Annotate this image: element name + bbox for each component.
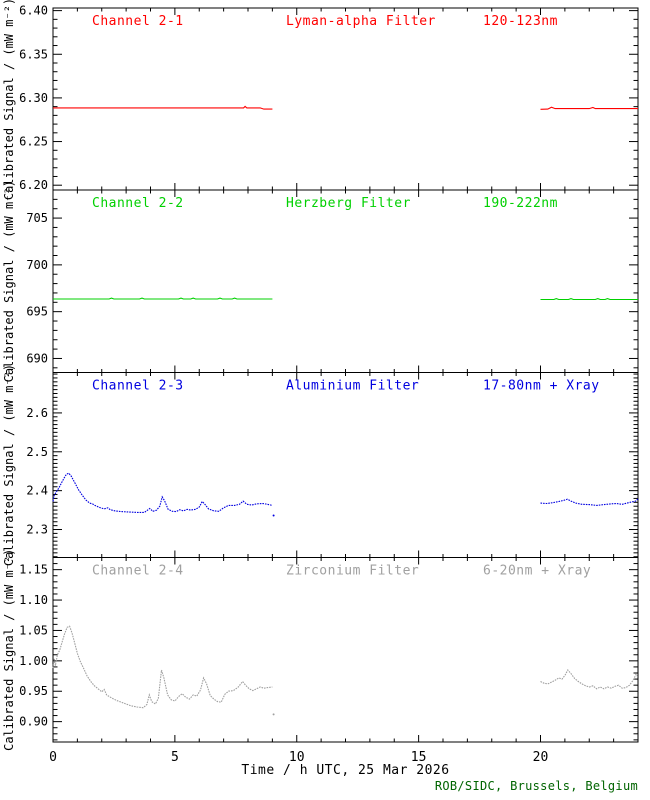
data-series-segment	[540, 498, 639, 506]
range-title: 190-222nm	[483, 196, 558, 211]
data-series-segment	[540, 106, 638, 110]
data-series-segment	[52, 472, 273, 513]
y-tick-label: 6.30	[19, 91, 48, 105]
y-tick-label: 1.05	[19, 623, 48, 637]
y-tick-label: 6.35	[19, 47, 48, 61]
channel-title: Channel 2-1	[92, 14, 184, 29]
y-tick-label: 1.00	[19, 654, 48, 668]
range-title: 17-80nm + Xray	[483, 379, 600, 394]
panel-frame	[52, 557, 639, 743]
data-series-segment	[540, 669, 639, 690]
panel-frame	[52, 189, 639, 373]
y-tick-label: 695	[26, 305, 48, 319]
y-tick-label: 6.40	[19, 4, 48, 18]
y-tick-label: 0.90	[19, 715, 48, 729]
y-tick-label: 700	[26, 258, 48, 272]
filter-title: Lyman-alpha Filter	[286, 14, 436, 29]
y-tick-label: 2.5	[26, 445, 48, 459]
x-tick-label: 0	[49, 750, 57, 765]
outlier-point	[272, 514, 275, 517]
y-axis-label: Calibrated Signal / (mW m⁻²)	[2, 549, 16, 751]
credit-footer: ROB/SIDC, Brussels, Belgium	[434, 779, 638, 793]
channel-title: Channel 2-4	[92, 564, 184, 579]
y-axis-label: Calibrated Signal / (mW m⁻²)	[2, 180, 16, 382]
y-axis-label: Calibrated Signal / (mW m⁻²)	[2, 364, 16, 566]
filter-title: Zirconium Filter	[286, 564, 419, 579]
channel-title: Channel 2-3	[92, 379, 184, 394]
y-tick-label: 6.20	[19, 178, 48, 192]
data-series-segment	[53, 297, 273, 300]
y-tick-label: 2.6	[26, 406, 48, 420]
outlier-point	[272, 713, 275, 716]
x-tick-label: 5	[171, 750, 179, 765]
filter-title: Aluminium Filter	[286, 379, 419, 394]
y-tick-label: 1.10	[19, 593, 48, 607]
y-tick-label: 6.25	[19, 135, 48, 149]
x-tick-label: 15	[411, 750, 427, 765]
filter-title: Herzberg Filter	[286, 196, 411, 211]
data-series-segment	[540, 298, 638, 301]
data-series-segment	[52, 625, 273, 709]
x-tick-label: 10	[289, 750, 305, 765]
y-axis-label: Calibrated Signal / (mW m⁻²)	[2, 0, 16, 200]
panel-3: 2.3 2.4 2.5 2.6 Calibrated Signal / (mW m⁻²)…	[2, 364, 639, 566]
panel-frame	[52, 7, 639, 191]
x-axis-label: Time / h UTC, 25 Mar 2026	[241, 763, 450, 778]
range-title: 120-123nm	[483, 14, 558, 29]
y-tick-label: 705	[26, 211, 48, 225]
y-tick-label: 1.15	[19, 563, 48, 577]
range-title: 6-20nm + Xray	[483, 564, 591, 579]
x-tick-label: 20	[533, 750, 549, 765]
panel-2: 690 695 700 705 Calibrated Signal / (mW m⁻²)…	[2, 180, 639, 382]
y-tick-label: 0.95	[19, 684, 48, 698]
y-tick-label: 690	[26, 351, 48, 365]
y-tick-label: 2.4	[26, 484, 48, 498]
y-tick-label: 2.3	[26, 523, 48, 537]
channel-title: Channel 2-2	[92, 196, 184, 211]
data-series-segment	[53, 105, 273, 110]
panel-frame	[52, 372, 639, 558]
